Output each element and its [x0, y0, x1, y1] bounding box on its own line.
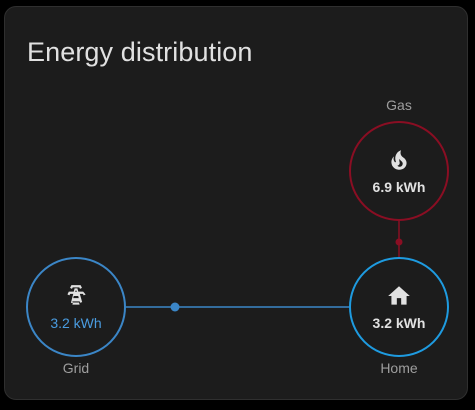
- flow-lines: [126, 221, 403, 312]
- gas-label: Gas: [386, 97, 412, 113]
- fire-icon: [391, 150, 407, 170]
- grid-value: 3.2 kWh: [50, 315, 102, 331]
- home-icon: [388, 286, 410, 305]
- transmission-tower-icon: [67, 285, 86, 305]
- card-title: Energy distribution: [27, 37, 253, 67]
- grid-label: Grid: [62, 360, 90, 376]
- home-node[interactable]: 3.2 kWh: [349, 257, 449, 357]
- grid-node[interactable]: 3.2 kWh: [26, 257, 126, 357]
- gas-node[interactable]: 6.9 kWh: [349, 121, 449, 221]
- energy-distribution-card: Energy distribution Gas 6.9 kWh 3.2 kWh …: [4, 6, 468, 400]
- gas-flow-dot: [395, 238, 403, 246]
- home-value: 3.2 kWh: [372, 315, 426, 331]
- grid-flow-dot: [170, 302, 180, 312]
- gas-value: 6.9 kWh: [372, 179, 426, 195]
- home-label: Home: [380, 360, 418, 376]
